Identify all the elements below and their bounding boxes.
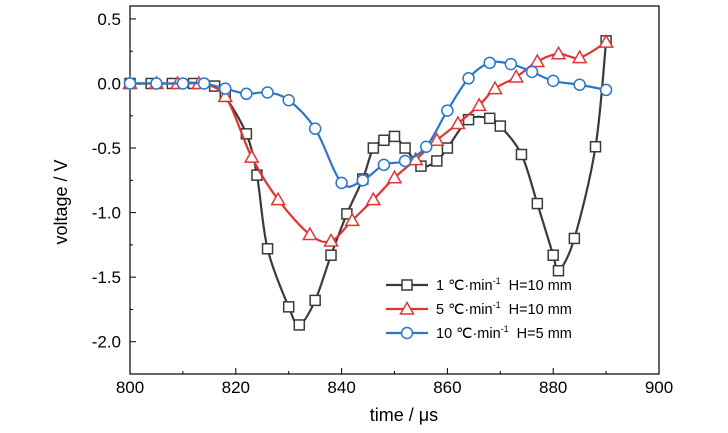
x-tick-label: 880 bbox=[539, 378, 567, 397]
circle-marker bbox=[282, 94, 295, 107]
circle-marker bbox=[419, 140, 433, 153]
square-marker bbox=[293, 319, 306, 331]
square-marker bbox=[309, 294, 321, 307]
triangle-marker bbox=[487, 80, 503, 95]
plot-area: 800 820 840 860 880 900 0.5 0.0 -0.5 -1.0 -1.5 -2.0 bbox=[92, 5, 673, 397]
circle-marker bbox=[218, 82, 232, 95]
triangle-marker bbox=[302, 226, 318, 241]
circle-marker bbox=[573, 78, 586, 92]
square-marker bbox=[531, 197, 544, 210]
x-tick-label: 860 bbox=[433, 378, 461, 397]
circle-marker bbox=[483, 56, 496, 70]
triangle-marker bbox=[508, 68, 524, 83]
triangle-marker bbox=[450, 115, 466, 130]
triangle-marker bbox=[571, 49, 588, 64]
circle-marker bbox=[240, 87, 253, 101]
square-marker bbox=[552, 264, 565, 277]
circle-marker bbox=[599, 83, 613, 97]
legend-square-marker bbox=[401, 279, 413, 291]
y-axis-title: voltage / V bbox=[51, 159, 71, 244]
square-marker bbox=[367, 142, 380, 154]
x-axis-title: time / μs bbox=[370, 405, 438, 425]
y-tick-label: 0.0 bbox=[97, 74, 121, 93]
legend-triangle-marker bbox=[399, 300, 415, 315]
triangle-marker bbox=[407, 151, 424, 166]
circle-marker bbox=[377, 158, 391, 172]
legend-label-2: 5 ℃·min-1 H=10 mm bbox=[436, 300, 572, 318]
circle-marker bbox=[308, 122, 322, 135]
square-marker bbox=[388, 130, 401, 143]
circle-marker bbox=[197, 77, 211, 90]
triangle-marker bbox=[365, 191, 382, 206]
square-marker bbox=[325, 249, 337, 261]
square-marker bbox=[378, 134, 390, 147]
x-tick-label: 820 bbox=[222, 378, 250, 397]
triangle-marker bbox=[217, 88, 234, 103]
square-marker bbox=[431, 155, 443, 167]
circle-marker bbox=[398, 154, 412, 168]
square-marker bbox=[441, 142, 454, 154]
triangle-marker bbox=[550, 45, 567, 60]
y-tick-label: -2.0 bbox=[92, 333, 121, 352]
circle-marker bbox=[462, 72, 475, 85]
y-tick-label: 0.5 bbox=[97, 10, 121, 29]
circle-marker bbox=[356, 174, 370, 187]
square-marker bbox=[515, 148, 528, 161]
circle-marker bbox=[261, 86, 274, 99]
y-tick-label: -1.5 bbox=[92, 268, 121, 287]
triangle-marker bbox=[323, 232, 339, 247]
series-line-3 bbox=[130, 60, 607, 188]
legend: 1 ℃·min-1 H=10 mm 5 ℃·min-1 H=10 mm 10 ℃·min… bbox=[386, 276, 572, 342]
square-marker bbox=[547, 249, 559, 261]
x-tick-label: 840 bbox=[327, 378, 355, 397]
square-marker bbox=[483, 112, 496, 125]
square-marker bbox=[261, 243, 274, 255]
circle-marker bbox=[335, 176, 348, 190]
y-tick-label: -0.5 bbox=[92, 139, 121, 158]
square-marker bbox=[589, 140, 602, 153]
triangle-marker bbox=[270, 191, 286, 206]
triangle-marker bbox=[529, 53, 546, 68]
triangle-marker bbox=[386, 169, 403, 184]
circle-marker bbox=[150, 77, 163, 90]
square-marker bbox=[568, 232, 581, 245]
x-tick-label: 800 bbox=[116, 378, 144, 397]
triangle-marker bbox=[243, 149, 260, 163]
x-tick-label: 900 bbox=[645, 378, 673, 397]
triangle-marker bbox=[598, 34, 614, 48]
circle-marker bbox=[504, 57, 518, 71]
legend-circle-marker bbox=[400, 326, 414, 340]
legend-label-3: 10 ℃·min-1 H=5 mm bbox=[436, 324, 572, 342]
square-marker bbox=[282, 301, 295, 313]
circle-marker bbox=[176, 77, 190, 90]
square-marker bbox=[399, 142, 411, 154]
circle-marker bbox=[123, 77, 137, 90]
circle-marker bbox=[525, 65, 539, 79]
triangle-marker bbox=[471, 97, 487, 112]
circle-marker bbox=[546, 74, 560, 88]
square-marker bbox=[494, 120, 507, 132]
triangle-marker bbox=[344, 212, 360, 227]
legend-label-1: 1 ℃·min-1 H=10 mm bbox=[436, 276, 572, 294]
y-tick-label: -1.0 bbox=[92, 204, 121, 223]
triangle-marker bbox=[429, 132, 445, 147]
circle-marker bbox=[441, 104, 454, 117]
